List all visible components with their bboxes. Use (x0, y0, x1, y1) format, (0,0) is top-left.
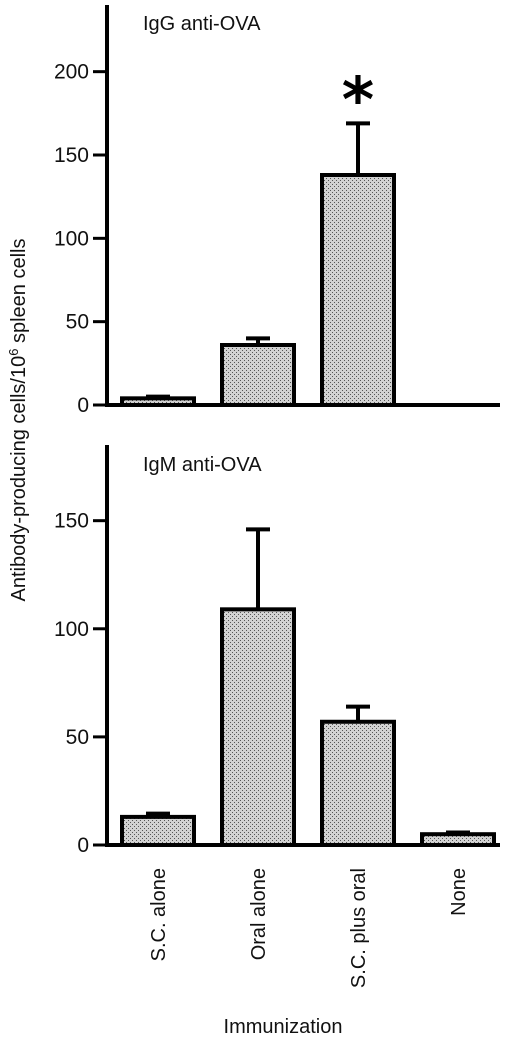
y-tick-label: 50 (66, 311, 89, 334)
bar (120, 396, 196, 408)
y-tick-label: 150 (54, 144, 89, 167)
bar (320, 173, 396, 407)
y-tick-label: 50 (66, 726, 89, 749)
y-tick-label: 0 (77, 394, 89, 417)
bar (420, 832, 496, 848)
y-tick-label: 0 (77, 834, 89, 857)
bar (120, 814, 196, 848)
category-label: None (448, 868, 470, 916)
x-axis-title: Immunization (224, 1016, 343, 1038)
igm-panel: IgM anti-OVA 0 50 100 150 (54, 445, 500, 857)
bar (220, 343, 296, 407)
category-label: S.C. alone (148, 868, 170, 961)
panel-title: IgM anti-OVA (143, 454, 262, 476)
y-tick-label: 100 (54, 618, 89, 641)
significance-asterisk: * (342, 63, 374, 136)
igg-panel: IgG anti-OVA 0 50 100 150 200 * (54, 5, 500, 417)
bar (320, 719, 396, 848)
y-tick-label: 150 (54, 510, 89, 533)
category-label: S.C. plus oral (348, 868, 370, 988)
y-tick-label: 200 (54, 61, 89, 84)
bar (220, 607, 296, 848)
y-tick-label: 100 (54, 227, 89, 250)
panel-title: IgG anti-OVA (143, 13, 261, 35)
y-axis-title: Antibody-producing cells/106 spleen cell… (6, 239, 31, 602)
category-labels: S.C. alone Oral alone S.C. plus oral None (148, 868, 470, 988)
category-label: Oral alone (248, 868, 270, 960)
